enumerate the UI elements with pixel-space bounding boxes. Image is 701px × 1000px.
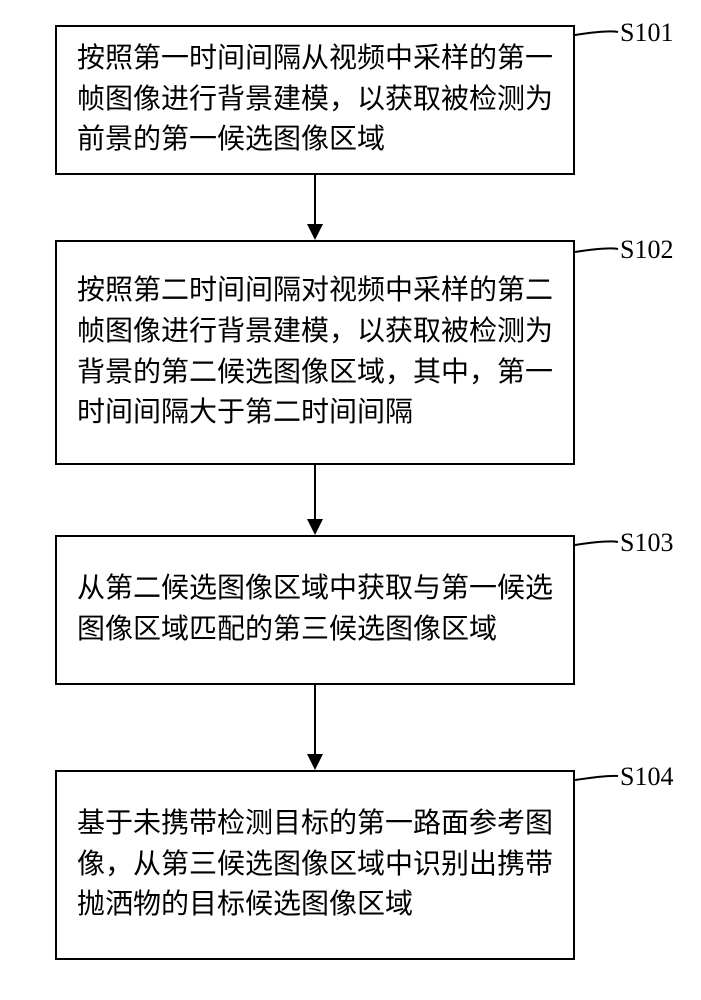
flowchart-canvas: 按照第一时间间隔从视频中采样的第一帧图像进行背景建模，以获取被检测为前景的第一候… bbox=[0, 0, 701, 1000]
step-text: 按照第二时间间隔对视频中采样的第二帧图像进行背景建模，以获取被检测为背景的第二候… bbox=[77, 271, 553, 433]
arrow-head-icon bbox=[307, 754, 323, 770]
flow-step-s102: 按照第二时间间隔对视频中采样的第二帧图像进行背景建模，以获取被检测为背景的第二候… bbox=[55, 240, 575, 465]
step-label-s104: S104 bbox=[620, 762, 673, 792]
step-text: 基于未携带检测目标的第一路面参考图像，从第三候选图像区域中识别出携带抛洒物的目标… bbox=[77, 804, 553, 926]
flow-step-s104: 基于未携带检测目标的第一路面参考图像，从第三候选图像区域中识别出携带抛洒物的目标… bbox=[55, 770, 575, 960]
flow-arrow-1 bbox=[314, 175, 316, 226]
flow-step-s103: 从第二候选图像区域中获取与第一候选图像区域匹配的第三候选图像区域 bbox=[55, 535, 575, 685]
step-label-s102: S102 bbox=[620, 235, 673, 265]
flow-arrow-2 bbox=[314, 465, 316, 521]
flow-arrow-3 bbox=[314, 685, 316, 756]
arrow-head-icon bbox=[307, 224, 323, 240]
step-text: 从第二候选图像区域中获取与第一候选图像区域匹配的第三候选图像区域 bbox=[77, 569, 553, 650]
step-text: 按照第一时间间隔从视频中采样的第一帧图像进行背景建模，以获取被检测为前景的第一候… bbox=[77, 39, 553, 161]
step-label-s103: S103 bbox=[620, 528, 673, 558]
step-label-s101: S101 bbox=[620, 18, 673, 48]
arrow-head-icon bbox=[307, 519, 323, 535]
flow-step-s101: 按照第一时间间隔从视频中采样的第一帧图像进行背景建模，以获取被检测为前景的第一候… bbox=[55, 25, 575, 175]
